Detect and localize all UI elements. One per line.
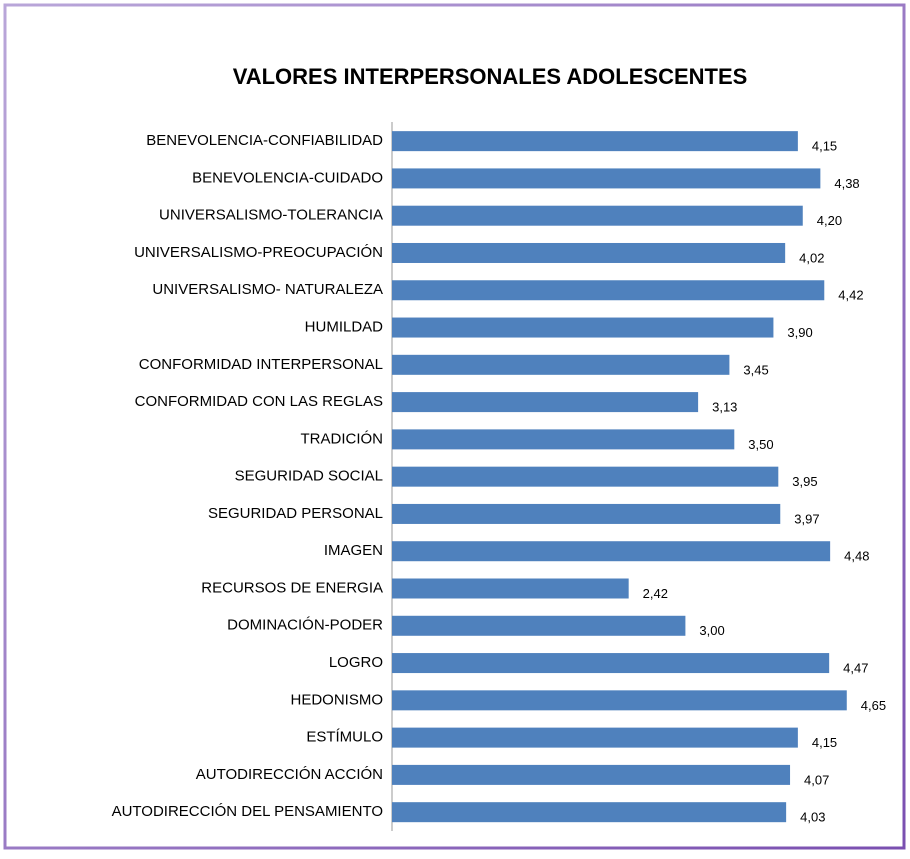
chart-title: VALORES INTERPERSONALES ADOLESCENTES xyxy=(233,64,748,89)
value-label: 3,95 xyxy=(792,474,817,489)
y-tick-label: RECURSOS DE ENERGIA xyxy=(201,579,383,596)
value-label: 3,13 xyxy=(712,400,737,415)
value-label: 4,47 xyxy=(843,660,868,675)
y-tick-label: LOGRO xyxy=(329,654,383,671)
y-tick-label: IMAGEN xyxy=(324,542,383,559)
y-tick-label: CONFORMIDAD INTERPERSONAL xyxy=(139,356,383,373)
bar xyxy=(392,242,786,263)
value-label: 4,07 xyxy=(804,772,829,787)
bar xyxy=(392,280,825,301)
value-label: 3,50 xyxy=(748,437,773,452)
bar xyxy=(392,653,830,674)
bar xyxy=(392,503,781,524)
y-tick-label: DOMINACIÓN-PODER xyxy=(227,617,383,634)
value-label: 3,45 xyxy=(743,362,768,377)
bar xyxy=(392,168,821,189)
bar xyxy=(392,764,791,785)
bar xyxy=(392,615,686,636)
bar xyxy=(392,131,798,152)
y-tick-label: ESTÍMULO xyxy=(306,729,383,746)
bar xyxy=(392,429,735,450)
y-tick-label: BENEVOLENCIA-CONFIABILIDAD xyxy=(146,132,383,149)
value-label: 4,02 xyxy=(799,250,824,265)
value-label: 2,42 xyxy=(643,586,668,601)
bar xyxy=(392,354,730,375)
bar xyxy=(392,802,787,823)
bar xyxy=(392,727,798,748)
bar xyxy=(392,392,699,413)
y-tick-label: AUTODIRECCIÓN DEL PENSAMIENTO xyxy=(112,803,383,820)
bar xyxy=(392,317,774,338)
value-label: 4,03 xyxy=(800,810,825,825)
bar xyxy=(392,205,803,226)
value-label: 4,15 xyxy=(812,735,837,750)
value-label: 3,97 xyxy=(794,511,819,526)
value-label: 4,38 xyxy=(834,176,859,191)
value-label: 3,00 xyxy=(699,623,724,638)
value-label: 4,15 xyxy=(812,139,837,154)
bar xyxy=(392,466,779,487)
value-label: 4,48 xyxy=(844,549,869,564)
y-tick-label: TRADICIÓN xyxy=(301,430,384,447)
y-tick-label: UNIVERSALISMO-PREOCUPACIÓN xyxy=(134,244,383,261)
y-tick-label: UNIVERSALISMO- NATURALEZA xyxy=(152,281,383,298)
value-label: 4,20 xyxy=(817,213,842,228)
y-tick-label: CONFORMIDAD CON LAS REGLAS xyxy=(135,393,383,410)
y-tick-label: AUTODIRECCIÓN ACCIÓN xyxy=(196,766,383,783)
bar xyxy=(392,578,629,599)
y-tick-label: BENEVOLENCIA-CUIDADO xyxy=(192,169,383,186)
y-tick-label: HUMILDAD xyxy=(305,319,384,336)
y-tick-label: UNIVERSALISMO-TOLERANCIA xyxy=(159,207,383,224)
value-label: 3,90 xyxy=(787,325,812,340)
y-tick-label: HEDONISMO xyxy=(290,691,383,708)
bar xyxy=(392,690,847,711)
value-label: 4,65 xyxy=(861,698,886,713)
value-label: 4,42 xyxy=(838,288,863,303)
bar xyxy=(392,541,831,562)
y-tick-label: SEGURIDAD SOCIAL xyxy=(235,468,383,485)
y-tick-label: SEGURIDAD PERSONAL xyxy=(208,505,383,522)
